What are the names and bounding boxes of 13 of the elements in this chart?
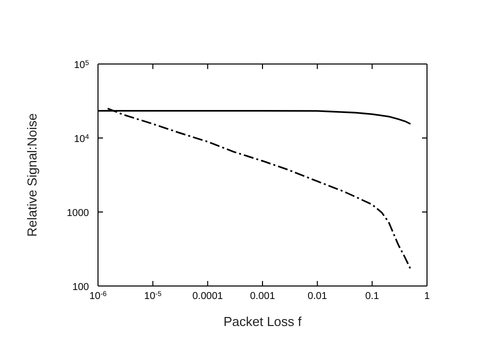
x-tick-label: 0.001: [250, 291, 276, 302]
x-tick-label: 10$^{-5}$: [144, 290, 162, 302]
y-tick-label: 1000: [66, 208, 90, 219]
x-axis-title: Packet Loss f: [223, 314, 302, 329]
x-tick-label: 1: [424, 291, 430, 302]
y-tick-label: 10$^{4}$: [74, 134, 90, 145]
y-tick-label: 10$^{5}$: [74, 60, 90, 71]
y-tick-label: 100: [72, 282, 90, 293]
x-tick-label: 0.0001: [192, 291, 224, 302]
x-tick-label: 0.01: [308, 291, 328, 302]
y-axis-title: Relative Signal:Noise: [24, 113, 40, 237]
x-tick-label: 10$^{-6}$: [89, 290, 107, 302]
x-tick-label: 0.1: [365, 291, 380, 302]
